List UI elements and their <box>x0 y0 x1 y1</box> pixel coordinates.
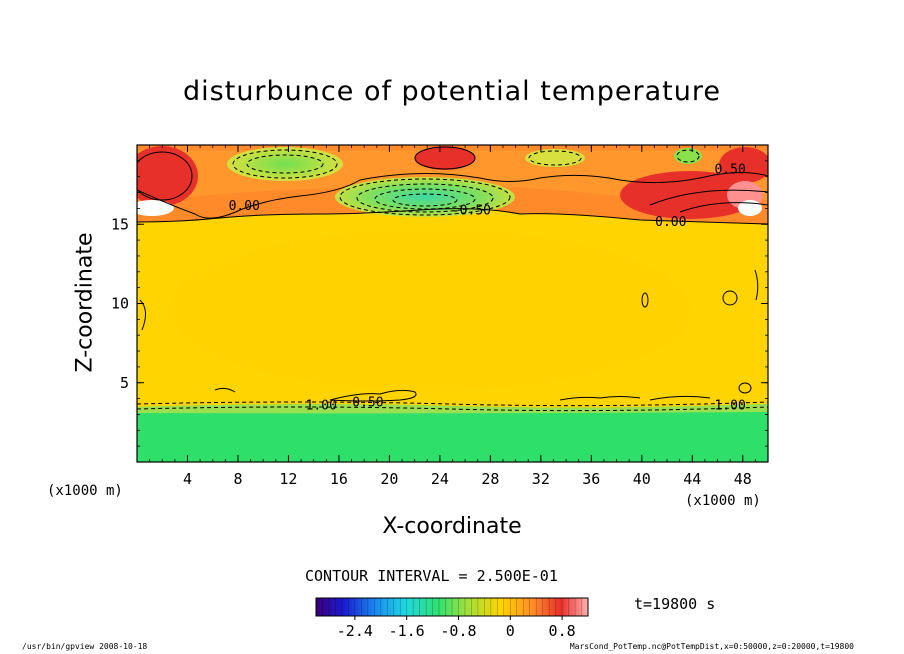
colorbar-tick-label: 0 <box>506 622 515 640</box>
y-tick-label: 15 <box>111 215 129 233</box>
negative-contours <box>137 149 768 412</box>
chart-title: disturbunce of potential temperature <box>183 76 721 107</box>
contour-label: 1.00 <box>306 399 337 414</box>
x-tick-label: 36 <box>582 470 600 488</box>
contour-field <box>137 145 768 462</box>
contour-label: 0.00 <box>655 215 686 230</box>
contour-lines <box>137 146 768 225</box>
x-tick-label: 24 <box>431 470 449 488</box>
x-tick-label: 8 <box>233 470 242 488</box>
red-blob <box>415 146 475 170</box>
contour-label: 0.50 <box>714 163 745 178</box>
green-pocket <box>227 147 343 181</box>
y-axis-unit: (x1000 m) <box>47 483 123 499</box>
x-tick-label: 48 <box>734 470 752 488</box>
core-region <box>170 230 690 390</box>
y-tick-label: 5 <box>120 374 129 392</box>
x-tick-label: 40 <box>633 470 651 488</box>
y-tick-label: 10 <box>111 295 129 313</box>
time-label: t=19800 s <box>634 595 716 613</box>
green-pocket <box>525 149 585 167</box>
y-axis-label: Z-coordinate <box>72 232 98 373</box>
x-axis-label: X-coordinate <box>382 514 522 539</box>
colorbar-tick-label: 0.8 <box>549 622 576 640</box>
contour-interval-label: CONTOUR INTERVAL = 2.500E-01 <box>305 567 558 585</box>
x-tick-label: 28 <box>481 470 499 488</box>
footer-source: MarsCond_PotTemp.nc@PotTempDist,x=0:5000… <box>569 642 854 651</box>
green-pocket <box>674 148 702 164</box>
contour-label: 0.50 <box>352 396 383 411</box>
x-tick-label: 16 <box>330 470 348 488</box>
x-axis-unit: (x1000 m) <box>685 493 761 509</box>
x-tick-label: 20 <box>380 470 398 488</box>
green-layer <box>137 404 768 462</box>
x-tick-label: 4 <box>183 470 192 488</box>
contour-label: 0.00 <box>229 199 260 214</box>
red-blob <box>719 147 768 183</box>
colorbar-tick-label: -0.8 <box>440 622 476 640</box>
colorbar-tick-label: -2.4 <box>337 622 373 640</box>
colorbar-tick-label: -1.6 <box>389 622 425 640</box>
contour-label: 1.00 <box>714 399 745 414</box>
white-blob <box>137 200 174 216</box>
x-tick-label: 32 <box>532 470 550 488</box>
contour-label: -0.50 <box>452 204 491 219</box>
colorbar-ticks: -2.4 -1.6 -0.8 0 0.8 <box>315 598 589 640</box>
footer-program: /usr/bin/gpview 2008-10-18 <box>22 642 148 651</box>
x-tick-label: 12 <box>279 470 297 488</box>
contour-label-layer: 0.00 -0.50 0.00 0.50 1.00 0.50 1.00 <box>229 163 746 414</box>
x-tick-label: 44 <box>683 470 701 488</box>
red-blob <box>137 146 198 206</box>
lower-boundary-contours <box>139 269 759 402</box>
